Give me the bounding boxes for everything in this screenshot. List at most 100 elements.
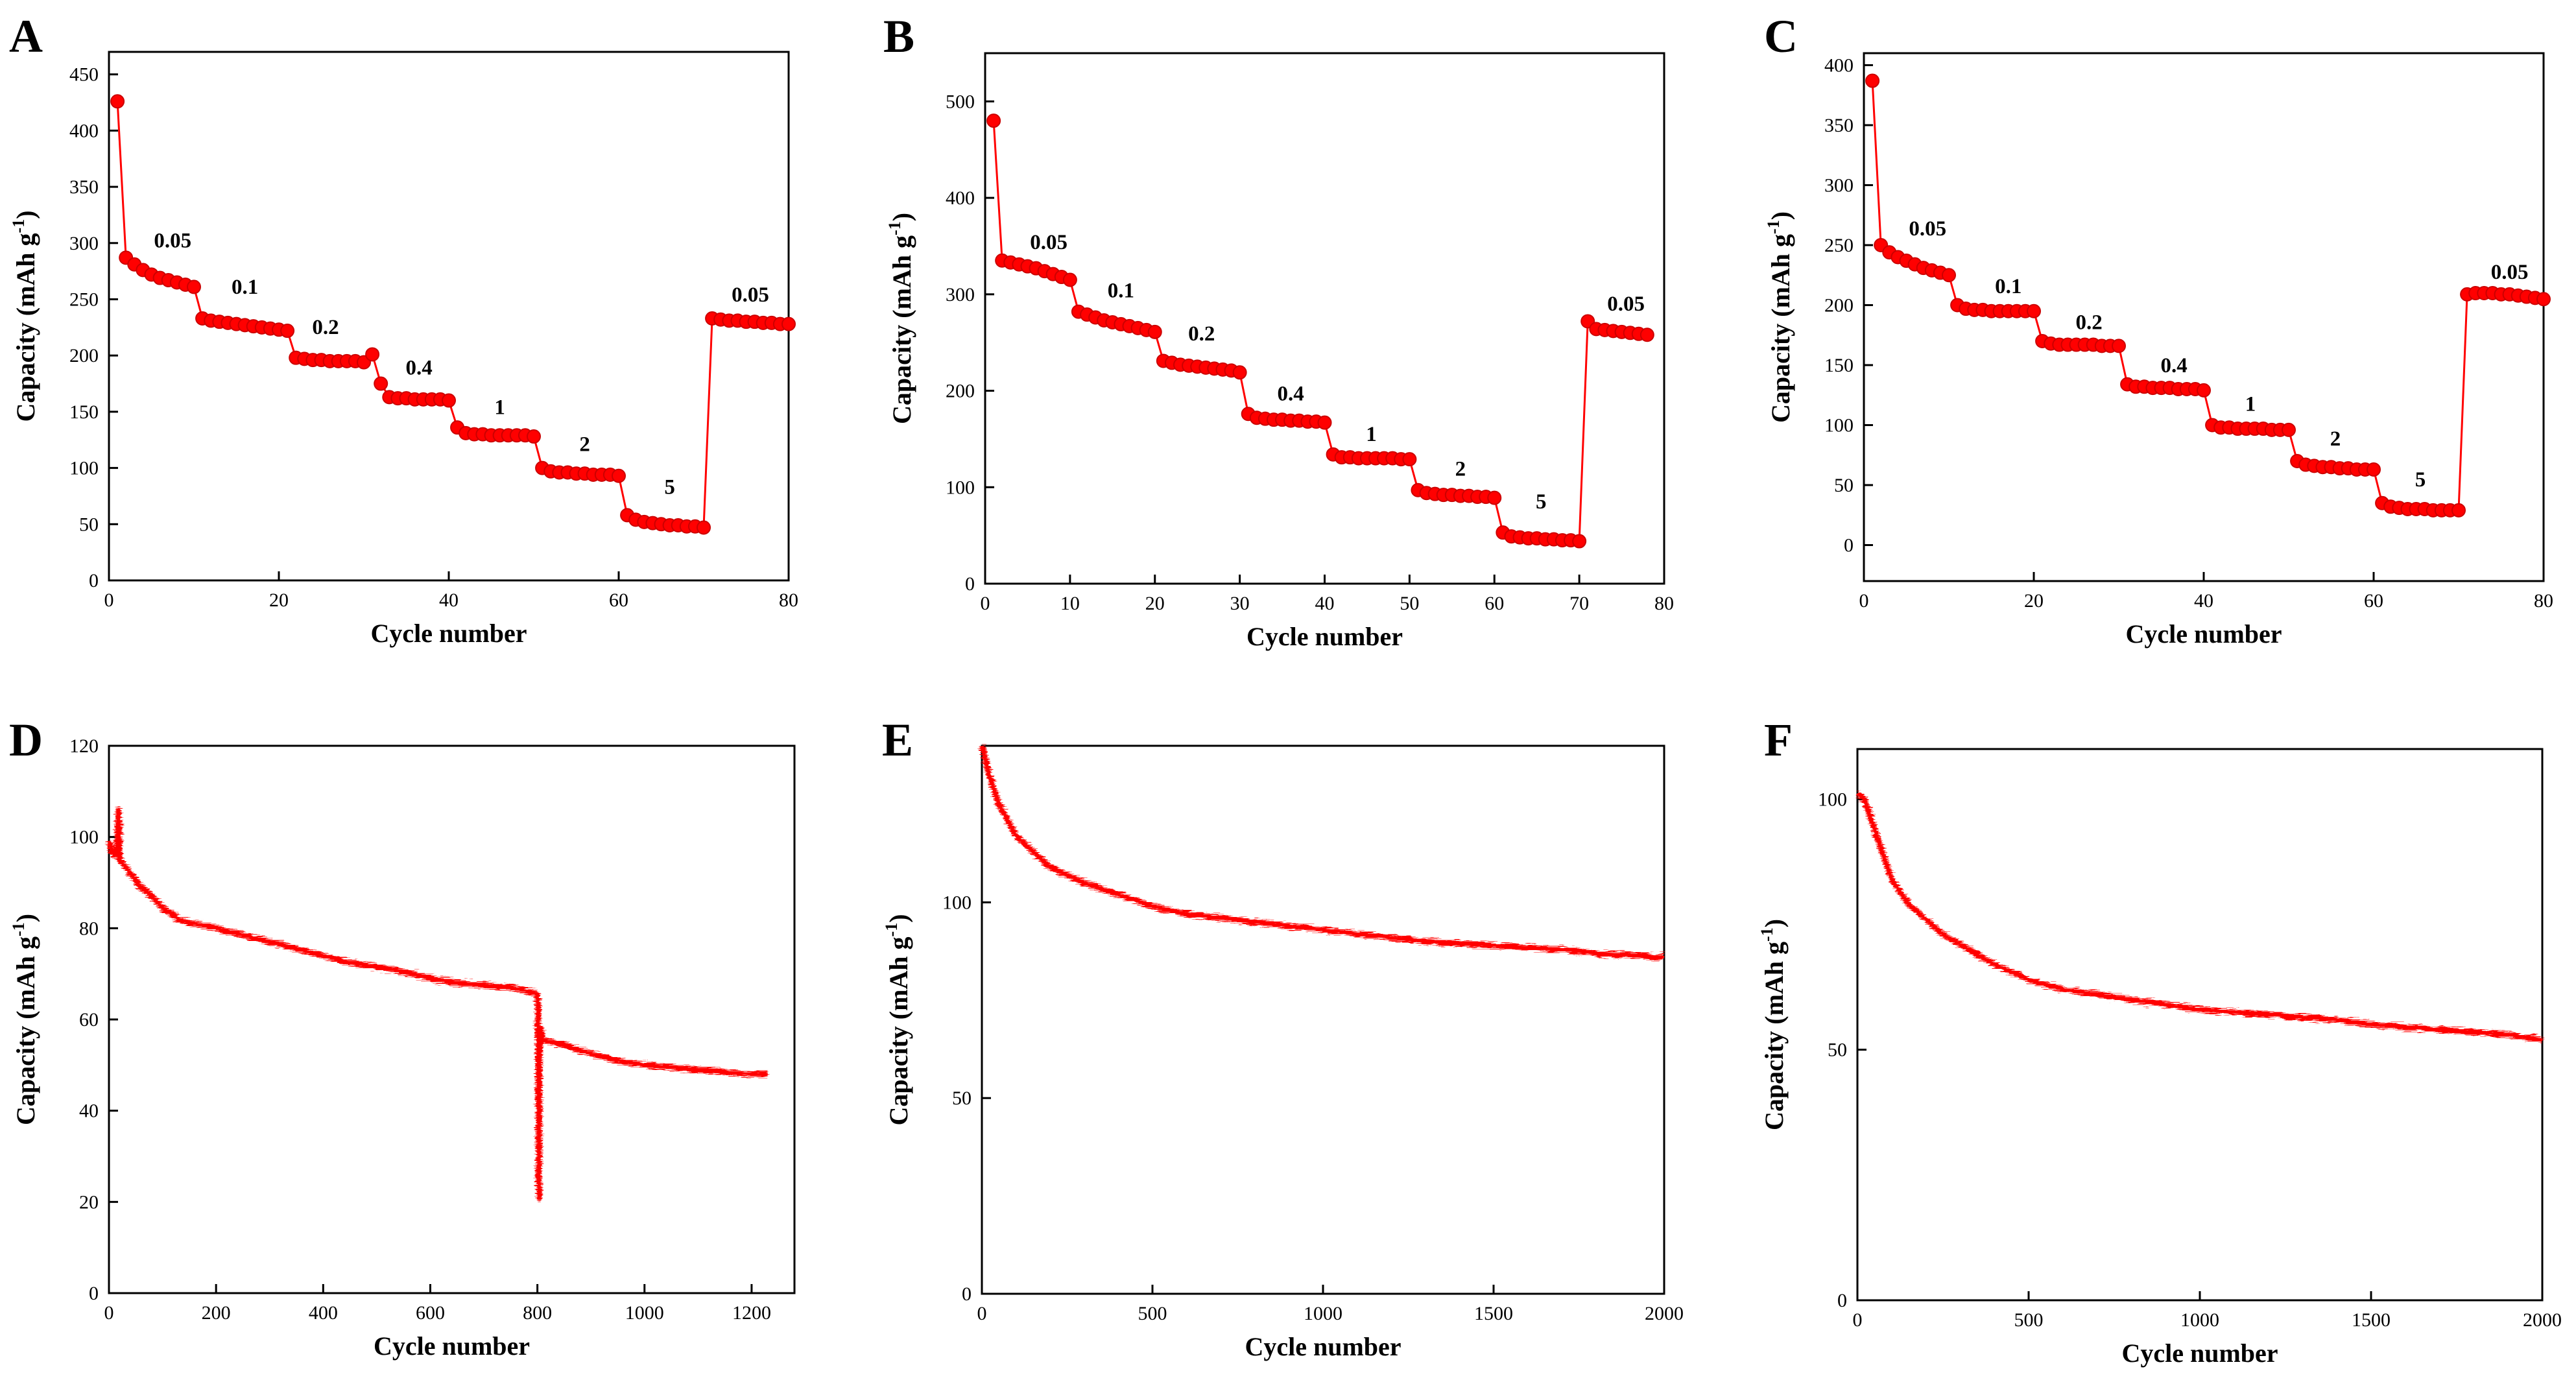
y-axis-title-superscript: -1 xyxy=(885,221,904,235)
x-axis-title: Cycle number xyxy=(374,1331,530,1361)
y-tick-label: 200 xyxy=(1824,295,1854,316)
x-tick-label: 0 xyxy=(1853,1309,1863,1331)
y-tick-label: 100 xyxy=(942,892,972,913)
x-tick-label: 20 xyxy=(2024,590,2044,612)
y-tick-label: 100 xyxy=(69,827,99,848)
y-tick-label: 0 xyxy=(965,573,975,595)
y-tick-label: 450 xyxy=(69,64,99,86)
x-tick-label: 20 xyxy=(269,589,289,611)
y-tick-label: 100 xyxy=(946,477,975,498)
x-tick-label: 1000 xyxy=(625,1302,664,1324)
x-tick-label: 1200 xyxy=(732,1302,771,1324)
data-point xyxy=(986,113,1001,128)
rate-annotation: 0.4 xyxy=(2161,354,2188,377)
y-tick-label: 120 xyxy=(69,735,99,757)
x-axis-title: Cycle number xyxy=(370,619,527,648)
rate-annotation: 0.1 xyxy=(1995,275,2021,298)
panel-letter: B xyxy=(883,10,914,62)
y-axis-title-close: ) xyxy=(1759,919,1789,927)
x-tick-label: 1500 xyxy=(1474,1303,1513,1324)
y-axis-title-main: Capacity (mAh g xyxy=(1766,234,1795,423)
y-tick-label: 80 xyxy=(79,918,99,939)
rate-annotation: 0.2 xyxy=(2076,311,2103,335)
x-tick-label: 800 xyxy=(523,1302,552,1324)
series-band xyxy=(979,744,1665,960)
y-tick-label: 250 xyxy=(69,289,99,310)
y-tick-label: 0 xyxy=(1844,535,1854,556)
y-tick-label: 50 xyxy=(952,1088,972,1109)
rate-annotation: 0.05 xyxy=(2491,261,2529,284)
x-axis-title: Cycle number xyxy=(2125,619,2282,649)
chart-panel-f: F 0 500 1000 1500 2000 0 50 100 Cycle number Capac… xyxy=(1758,714,2562,1368)
y-axis-title-close: ) xyxy=(11,210,40,219)
series-line xyxy=(992,121,1647,543)
chart-panel-e: E 0 500 1000 1500 2000 0 50 100 Cycle number Capac… xyxy=(882,714,1684,1361)
x-tick-label: 2000 xyxy=(2523,1309,2562,1331)
panel-letter: A xyxy=(9,10,43,62)
y-tick-label: 200 xyxy=(69,345,99,366)
y-tick-label: 50 xyxy=(1828,1040,1847,1061)
y-axis-title-superscript: -1 xyxy=(1764,220,1783,234)
x-tick-label: 500 xyxy=(1138,1303,1167,1324)
y-tick-label: 0 xyxy=(89,1283,99,1304)
x-tick-label: 20 xyxy=(1145,593,1165,614)
data-point xyxy=(280,324,295,339)
panel-letter: F xyxy=(1764,714,1793,766)
y-tick-label: 400 xyxy=(946,187,975,209)
series-line xyxy=(108,808,768,1199)
series-line xyxy=(1871,80,2544,512)
y-axis-title-close: ) xyxy=(1766,211,1795,220)
data-point xyxy=(110,94,125,109)
panel-letter: C xyxy=(1764,10,1798,62)
rate-annotation: 0.05 xyxy=(1607,292,1645,316)
x-tick-label: 80 xyxy=(779,589,798,611)
y-tick-label: 300 xyxy=(69,233,99,254)
y-tick-label: 100 xyxy=(1824,415,1854,436)
y-axis-title-superscript: -1 xyxy=(1758,927,1776,942)
y-axis-title-superscript: -1 xyxy=(9,922,28,936)
data-point xyxy=(1317,415,1332,430)
x-tick-label: 1000 xyxy=(2180,1309,2219,1331)
rate-annotation: 0.2 xyxy=(1188,322,1215,346)
rate-annotation: 2 xyxy=(1455,457,1466,481)
plot-frame xyxy=(108,744,796,1294)
data-point xyxy=(2112,339,2126,353)
rate-annotation: 0.1 xyxy=(1108,279,1134,302)
rate-annotation: 5 xyxy=(2415,468,2426,492)
x-tick-label: 500 xyxy=(2014,1309,2044,1331)
y-tick-label: 200 xyxy=(946,381,975,402)
rate-annotation: 0.4 xyxy=(1278,382,1304,405)
data-point xyxy=(2027,304,2041,318)
series-band xyxy=(106,807,768,1200)
y-axis-title-main: Capacity (mAh g xyxy=(887,235,916,424)
rate-annotation: 2 xyxy=(2330,427,2341,451)
rate-annotation: 1 xyxy=(1366,423,1377,446)
x-tick-label: 10 xyxy=(1060,593,1080,614)
data-point xyxy=(187,280,201,294)
x-axis-title: Cycle number xyxy=(1245,1332,1401,1361)
rate-annotation: 0.1 xyxy=(232,276,258,299)
y-axis-title: Capacity (mAh g-1) xyxy=(882,914,913,1125)
panel-letter: E xyxy=(882,714,913,766)
y-tick-label: 300 xyxy=(946,284,975,305)
plot-frame xyxy=(1856,748,2544,1302)
y-tick-label: 20 xyxy=(79,1191,99,1213)
y-axis-title-main: Capacity (mAh g xyxy=(11,936,40,1125)
y-tick-label: 40 xyxy=(79,1101,99,1122)
y-tick-label: 150 xyxy=(69,401,99,423)
y-axis-title-main: Capacity (mAh g xyxy=(1759,942,1789,1130)
data-point xyxy=(1062,272,1077,287)
x-tick-label: 1500 xyxy=(2352,1309,2391,1331)
rate-annotation: 0.05 xyxy=(1909,217,1946,241)
y-axis-title-main: Capacity (mAh g xyxy=(884,936,913,1125)
y-axis-title-close: ) xyxy=(11,914,40,922)
plot-frame xyxy=(1863,52,2545,582)
data-point xyxy=(697,520,711,535)
data-point xyxy=(442,393,456,408)
chart-panel-c: C 0 20 40 60 80 0 50 100 150 200 250 300 350 400 Cycle … xyxy=(1764,10,2553,649)
x-tick-label: 70 xyxy=(1569,593,1589,614)
chart-panel-b: B 0 10 20 30 40 50 60 70 80 0 100 200 300 400 500 Cycle … xyxy=(883,10,1674,651)
rate-annotation: 0.05 xyxy=(1030,231,1067,254)
data-point xyxy=(2197,383,2211,398)
